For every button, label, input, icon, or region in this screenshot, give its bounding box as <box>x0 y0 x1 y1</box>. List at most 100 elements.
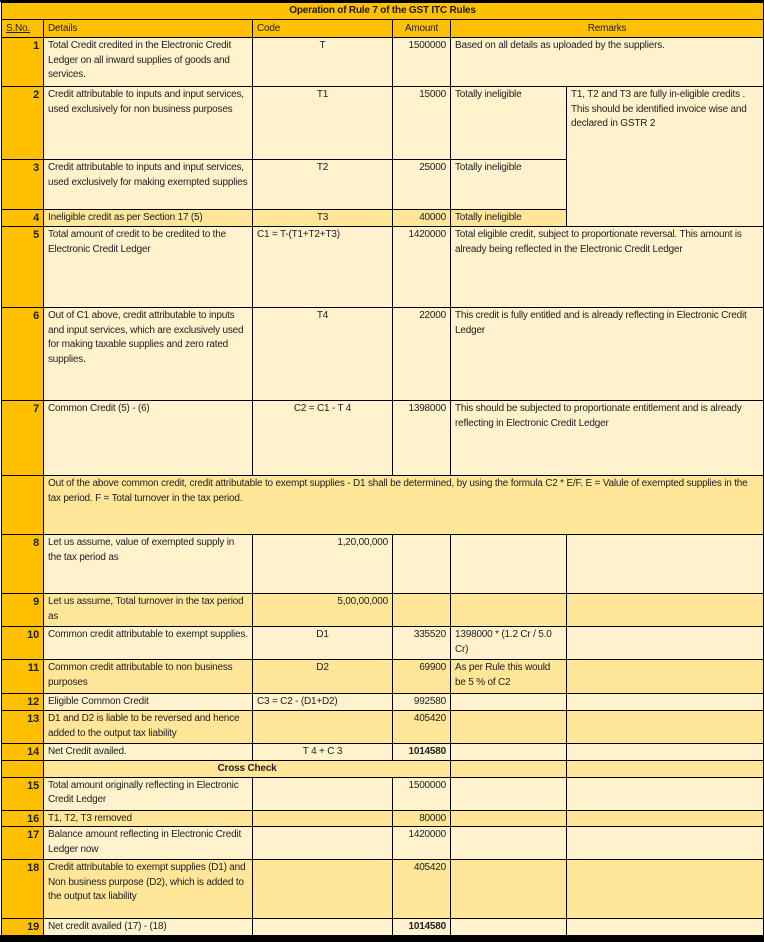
details-cell: Common Credit (5) - (6) <box>43 400 253 476</box>
code-cell: T1 <box>252 86 393 160</box>
sno-cell: 16 <box>1 809 44 827</box>
remark-cell-2 <box>565 776 764 811</box>
code-cell <box>252 826 393 860</box>
remark-cell-2 <box>565 759 764 778</box>
details-cell: Credit attributable to inputs and input … <box>43 86 253 160</box>
remark-cell: Totally ineligible <box>450 86 567 160</box>
code-cell: T <box>252 37 393 87</box>
remark-cell-2 <box>565 918 764 936</box>
remark-cell-2 <box>565 626 764 660</box>
remark-cell-2 <box>565 859 764 919</box>
remark-cell-2 <box>565 534 764 594</box>
amount-cell: 25000 <box>392 159 451 210</box>
table-row: 18 Credit attributable to exempt supplies… <box>1 859 764 919</box>
amount-cell: 405420 <box>392 710 451 744</box>
amount-cell: 40000 <box>392 209 451 227</box>
remark-cell <box>450 859 567 919</box>
remark-cell <box>450 918 567 936</box>
code-cell <box>252 809 393 827</box>
code-cell: 1,20,00,000 <box>252 534 393 594</box>
remark-cell-2 <box>565 743 764 761</box>
sno-cell: 12 <box>1 693 44 711</box>
remark-cell-2 <box>565 710 764 744</box>
amount-cell: 1420000 <box>392 226 451 308</box>
remark-cell: 1398000 * (1.2 Cr / 5.0 Cr) <box>450 626 567 660</box>
remark-cell <box>450 809 567 827</box>
table-row: 7 Common Credit (5) - (6) C2 = C1 - T 4 139… <box>1 400 764 476</box>
amount-cell <box>392 593 451 627</box>
remark-cell: Totally ineligible <box>450 159 567 210</box>
sno-cell: 17 <box>1 826 44 860</box>
amount-cell: 992580 <box>392 693 451 711</box>
remark-cell-2 <box>565 826 764 860</box>
sno-cell: 19 <box>1 918 44 936</box>
amount-cell: 335520 <box>392 626 451 660</box>
code-cell: C3 = C2 - (D1+D2) <box>252 693 393 711</box>
details-cell: Credit attributable to inputs and input … <box>43 159 253 210</box>
remark-cell <box>450 593 567 627</box>
amount-cell: 1398000 <box>392 400 451 476</box>
table-row: 4 Ineligible credit as per Section 17 (5)… <box>1 209 764 227</box>
table-row: 10 Common credit attributable to exempt s… <box>1 626 764 660</box>
sno-cell: 15 <box>1 776 44 811</box>
code-cell: D1 <box>252 626 393 660</box>
code-cell: D2 <box>252 659 393 694</box>
remark-cell: This should be subjected to proportionat… <box>449 400 764 476</box>
remark-cell-2 <box>565 693 764 711</box>
header-code: Code <box>252 19 393 38</box>
remark-cell-2 <box>565 809 764 827</box>
code-cell <box>252 859 393 919</box>
remark-cell <box>450 776 567 811</box>
remark-cell <box>450 534 567 594</box>
amount-cell: 22000 <box>392 307 451 401</box>
table-row: 1 Total Credit credited in the Electronic… <box>1 37 764 87</box>
amount-cell: 80000 <box>392 809 451 827</box>
code-cell: T3 <box>252 209 393 227</box>
sno-cell <box>1 759 44 778</box>
table-row: 8 Let us assume, value of exempted supply… <box>1 534 764 594</box>
table-row: 3 Credit attributable to inputs and input… <box>1 159 764 210</box>
details-cell: Ineligible credit as per Section 17 (5) <box>43 209 253 227</box>
details-cell: Balance amount reflecting in Electronic … <box>43 826 253 860</box>
amount-cell: 1420000 <box>392 826 451 860</box>
remark-cell <box>450 826 567 860</box>
sno-cell <box>1 475 44 535</box>
sno-cell: 8 <box>1 534 44 594</box>
details-cell: Eligible Common Credit <box>43 693 253 711</box>
remark-cell <box>450 710 567 744</box>
sno-cell: 1 <box>1 37 44 87</box>
sno-cell: 4 <box>1 209 44 227</box>
bottom-border <box>0 935 764 942</box>
remark-cell-2 <box>565 659 764 694</box>
amount-cell: 15000 <box>392 86 451 160</box>
table-row: 12 Eligible Common Credit C3 = C2 - (D1+D2… <box>1 693 764 711</box>
sno-cell: 7 <box>1 400 44 476</box>
details-cell: Common credit attributable to non busine… <box>43 659 253 694</box>
code-cell: C1 = T-(T1+T2+T3) <box>252 226 393 308</box>
code-cell: T4 <box>252 307 393 401</box>
amount-cell: 1500000 <box>392 776 451 811</box>
table-row: 16 T1, T2, T3 removed 80000 <box>1 809 764 827</box>
sno-cell: 11 <box>1 659 44 694</box>
formula-note-row: Out of the above common credit, credit a… <box>1 475 764 535</box>
table-row: 13 D1 and D2 is liable to be reversed and… <box>1 710 764 744</box>
header-sno: S.No. <box>1 19 44 38</box>
code-cell: 5,00,00,000 <box>252 593 393 627</box>
details-cell: D1 and D2 is liable to be reversed and h… <box>43 710 253 744</box>
code-cell <box>252 918 393 936</box>
table-row: 15 Total amount originally reflecting in … <box>1 776 764 811</box>
code-cell: C2 = C1 - T 4 <box>252 400 393 476</box>
header-amount: Amount <box>392 19 451 38</box>
table-row: 14 Net Credit availed. T 4 + C 3 1014580 <box>1 743 764 761</box>
shared-remark-t1-t3: T1, T2 and T3 are fully in-eligible cred… <box>565 86 764 227</box>
remark-cell-2 <box>565 593 764 627</box>
sno-cell: 5 <box>1 226 44 308</box>
header-details: Details <box>43 19 253 38</box>
formula-note: Out of the above common credit, credit a… <box>42 475 764 535</box>
remark-cell: This credit is fully entitled and is alr… <box>449 307 764 401</box>
sno-cell: 3 <box>1 159 44 210</box>
details-cell: Let us assume, Total turnover in the tax… <box>43 593 253 627</box>
amount-cell: 405420 <box>392 859 451 919</box>
amount-cell <box>392 534 451 594</box>
